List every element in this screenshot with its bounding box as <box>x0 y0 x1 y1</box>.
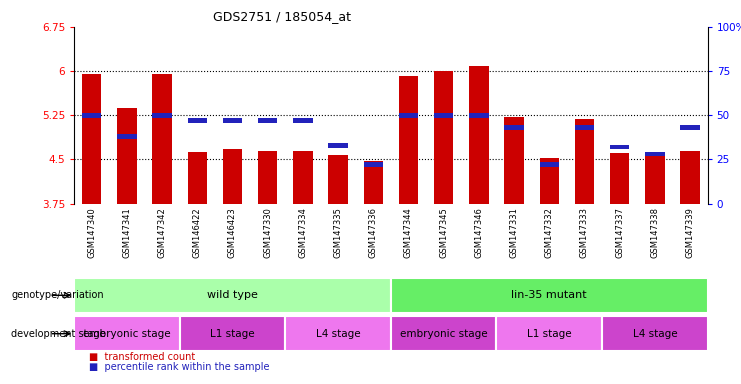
Text: ■  percentile rank within the sample: ■ percentile rank within the sample <box>89 362 270 372</box>
Bar <box>391 278 708 313</box>
Text: GSM147339: GSM147339 <box>685 207 694 258</box>
Bar <box>602 316 708 351</box>
Bar <box>399 113 418 118</box>
Text: GSM147342: GSM147342 <box>158 207 167 258</box>
Text: GSM147334: GSM147334 <box>299 207 308 258</box>
Bar <box>328 143 348 147</box>
Bar <box>117 134 136 139</box>
Text: GSM147330: GSM147330 <box>263 207 272 258</box>
Bar <box>153 113 172 118</box>
Bar <box>505 117 524 204</box>
Bar <box>223 118 242 123</box>
Bar <box>680 125 700 130</box>
Bar <box>575 125 594 130</box>
Bar <box>364 161 383 204</box>
Bar <box>469 66 488 204</box>
Bar <box>117 108 136 204</box>
Text: L4 stage: L4 stage <box>633 329 677 339</box>
Text: GSM147338: GSM147338 <box>651 207 659 258</box>
Bar <box>285 316 391 351</box>
Bar <box>469 113 488 118</box>
Text: development stage: development stage <box>11 329 106 339</box>
Text: GSM147337: GSM147337 <box>615 207 624 258</box>
Bar <box>258 151 277 204</box>
Text: genotype/variation: genotype/variation <box>11 290 104 300</box>
Bar <box>575 119 594 204</box>
Bar <box>82 113 102 118</box>
Text: L1 stage: L1 stage <box>210 329 255 339</box>
Text: GSM147332: GSM147332 <box>545 207 554 258</box>
Bar <box>179 316 285 351</box>
Text: L1 stage: L1 stage <box>527 329 571 339</box>
Bar <box>293 118 313 123</box>
Bar <box>680 151 700 204</box>
Bar <box>505 125 524 130</box>
Bar <box>187 152 207 204</box>
Bar <box>391 316 496 351</box>
Text: GSM147345: GSM147345 <box>439 207 448 258</box>
Text: wild type: wild type <box>207 290 258 300</box>
Bar <box>539 158 559 204</box>
Text: GSM146422: GSM146422 <box>193 207 202 258</box>
Bar <box>82 74 102 204</box>
Bar <box>610 154 629 204</box>
Text: ■  transformed count: ■ transformed count <box>89 352 195 362</box>
Text: embryonic stage: embryonic stage <box>400 329 488 339</box>
Bar <box>364 162 383 167</box>
Text: GSM147340: GSM147340 <box>87 207 96 258</box>
Text: GSM147341: GSM147341 <box>122 207 131 258</box>
Text: GSM147346: GSM147346 <box>474 207 483 258</box>
Text: embryonic stage: embryonic stage <box>83 329 170 339</box>
Bar <box>74 316 179 351</box>
Text: GDS2751 / 185054_at: GDS2751 / 185054_at <box>213 10 350 23</box>
Bar <box>399 76 418 204</box>
Bar <box>187 118 207 123</box>
Bar <box>328 155 348 204</box>
Bar <box>223 149 242 204</box>
Bar <box>496 316 602 351</box>
Bar <box>610 145 629 149</box>
Text: GSM147344: GSM147344 <box>404 207 413 258</box>
Text: lin-35 mutant: lin-35 mutant <box>511 290 587 300</box>
Bar <box>434 113 453 118</box>
Text: GSM147331: GSM147331 <box>510 207 519 258</box>
Bar <box>153 74 172 204</box>
Bar <box>434 71 453 204</box>
Text: GSM147336: GSM147336 <box>369 207 378 258</box>
Bar <box>539 162 559 167</box>
Bar <box>74 278 391 313</box>
Text: GSM147333: GSM147333 <box>580 207 589 258</box>
Bar <box>645 152 665 156</box>
Text: L4 stage: L4 stage <box>316 329 360 339</box>
Text: GSM146423: GSM146423 <box>228 207 237 258</box>
Bar <box>293 151 313 204</box>
Text: GSM147335: GSM147335 <box>333 207 342 258</box>
Bar <box>258 118 277 123</box>
Bar <box>645 155 665 204</box>
